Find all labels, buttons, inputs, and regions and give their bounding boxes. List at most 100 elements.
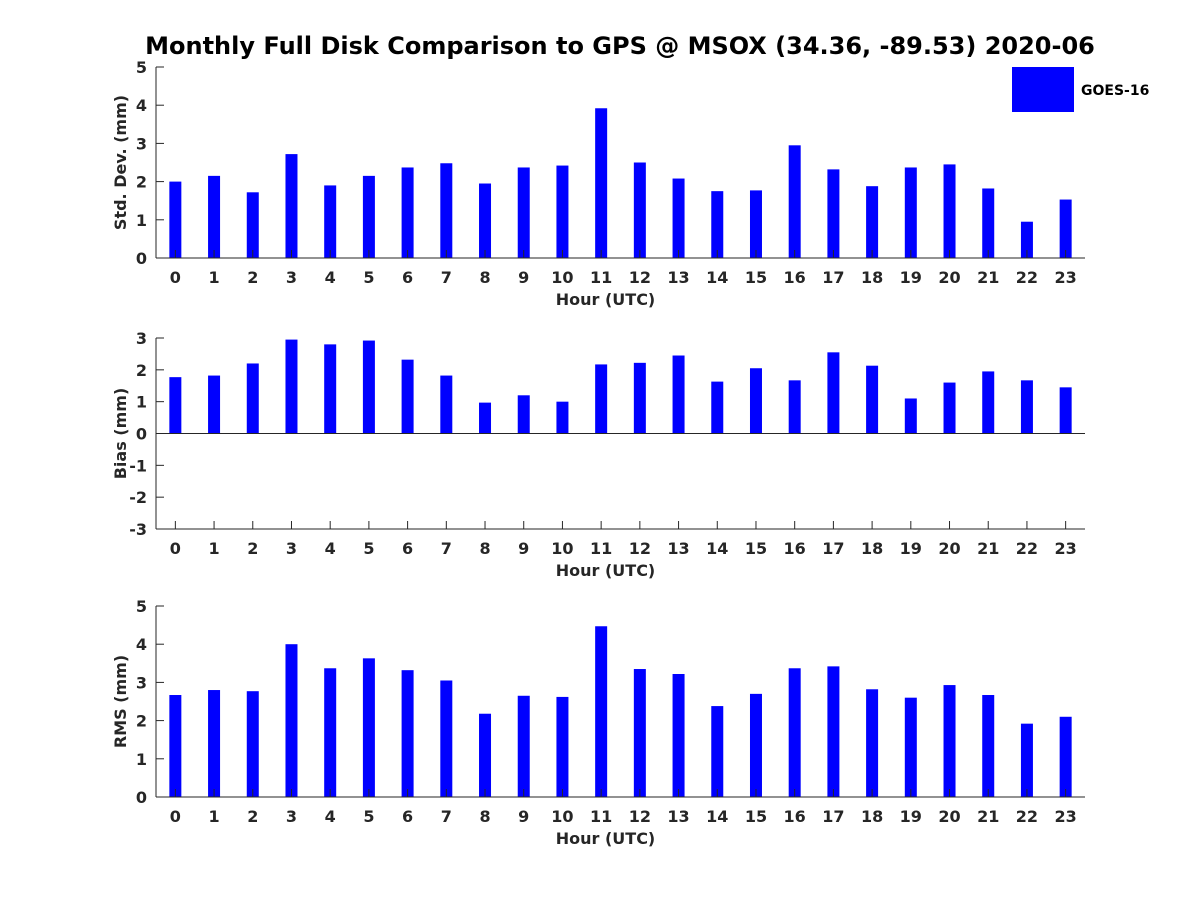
bar-hour-2 (246, 691, 259, 797)
bar-hour-16 (788, 668, 801, 797)
x-tick-label: 12 (629, 807, 651, 826)
bar-hour-9 (517, 695, 530, 797)
y-tick-label: 4 (136, 635, 147, 654)
y-tick-label: 2 (136, 173, 147, 192)
x-tick-label: 15 (745, 539, 767, 558)
x-tick-label: 14 (706, 539, 728, 558)
bar-hour-3 (285, 644, 298, 797)
x-tick-label: 14 (706, 807, 728, 826)
bar-hour-19 (904, 697, 917, 797)
bar-hour-14 (711, 191, 724, 258)
bar-hour-22 (1020, 380, 1033, 434)
bar-hour-22 (1020, 723, 1033, 797)
bar-hour-10 (556, 401, 569, 434)
x-tick-label: 15 (745, 807, 767, 826)
x-tick-label: 0 (170, 539, 181, 558)
x-tick-label: 22 (1016, 807, 1038, 826)
x-tick-label: 6 (402, 539, 413, 558)
x-tick-label: 0 (170, 807, 181, 826)
bar-hour-4 (324, 344, 337, 434)
x-tick-label: 7 (441, 807, 452, 826)
x-tick-label: 2 (247, 807, 258, 826)
x-tick-label: 13 (667, 268, 689, 287)
x-tick-label: 3 (286, 807, 297, 826)
x-tick-label: 23 (1055, 807, 1077, 826)
bar-hour-21 (982, 188, 995, 258)
y-tick-label: 2 (136, 712, 147, 731)
y-tick-label: -1 (129, 456, 147, 475)
bar-hour-8 (479, 183, 492, 258)
bar-hour-21 (982, 695, 995, 797)
x-tick-label: 14 (706, 268, 728, 287)
bar-hour-19 (904, 167, 917, 258)
x-tick-label: 3 (286, 268, 297, 287)
x-axis-label: Hour (UTC) (556, 829, 656, 848)
x-tick-label: 9 (518, 539, 529, 558)
bar-hour-17 (827, 666, 840, 797)
x-tick-label: 1 (208, 807, 219, 826)
bar-hour-3 (285, 154, 298, 258)
bar-hour-11 (595, 108, 608, 258)
bar-hour-6 (401, 359, 414, 434)
x-tick-label: 0 (170, 268, 181, 287)
bar-hour-15 (749, 190, 762, 258)
bar-hour-8 (479, 402, 492, 434)
y-tick-label: -2 (129, 488, 147, 507)
bar-hour-21 (982, 371, 995, 434)
y-tick-label: 3 (136, 134, 147, 153)
x-tick-label: 12 (629, 268, 651, 287)
y-tick-label: 5 (136, 58, 147, 77)
bar-hour-4 (324, 668, 337, 797)
bar-hour-20 (943, 685, 956, 797)
x-tick-label: 11 (590, 539, 612, 558)
bar-hour-14 (711, 381, 724, 434)
x-tick-label: 16 (784, 807, 806, 826)
bar-hour-17 (827, 169, 840, 258)
bar-hour-17 (827, 352, 840, 434)
bar-hour-16 (788, 380, 801, 434)
bar-hour-16 (788, 145, 801, 258)
bar-hour-11 (595, 626, 608, 797)
x-tick-label: 11 (590, 268, 612, 287)
x-tick-label: 9 (518, 268, 529, 287)
x-tick-label: 15 (745, 268, 767, 287)
x-tick-label: 23 (1055, 539, 1077, 558)
y-axis-label: Bias (mm) (111, 388, 130, 480)
x-tick-label: 10 (551, 807, 573, 826)
bar-hour-10 (556, 696, 569, 797)
legend-label-goes-16: GOES-16 (1081, 83, 1149, 99)
bar-hour-13 (672, 178, 685, 258)
chart-title: Monthly Full Disk Comparison to GPS @ MS… (145, 32, 1095, 60)
bar-hour-7 (440, 163, 453, 258)
bar-hour-14 (711, 706, 724, 797)
x-tick-label: 10 (551, 268, 573, 287)
bar-hour-11 (595, 364, 608, 434)
bar-hour-2 (246, 363, 259, 434)
x-tick-label: 18 (861, 539, 883, 558)
bar-hour-5 (362, 175, 375, 258)
x-tick-label: 6 (402, 268, 413, 287)
x-tick-label: 16 (784, 539, 806, 558)
y-tick-label: 3 (136, 673, 147, 692)
bar-hour-22 (1020, 221, 1033, 258)
x-tick-label: 19 (900, 539, 922, 558)
bar-hour-2 (246, 192, 259, 258)
bar-hour-15 (749, 693, 762, 797)
x-tick-label: 16 (784, 268, 806, 287)
bar-hour-18 (866, 365, 879, 434)
bar-hour-23 (1059, 387, 1072, 434)
x-tick-label: 13 (667, 539, 689, 558)
bar-hour-19 (904, 398, 917, 434)
y-tick-label: 3 (136, 329, 147, 348)
x-tick-label: 1 (208, 268, 219, 287)
bar-hour-15 (749, 368, 762, 434)
x-tick-label: 18 (861, 807, 883, 826)
bar-hour-6 (401, 670, 414, 797)
x-tick-label: 2 (247, 539, 258, 558)
legend-swatch-goes-16 (1012, 67, 1074, 112)
x-tick-label: 17 (822, 268, 844, 287)
